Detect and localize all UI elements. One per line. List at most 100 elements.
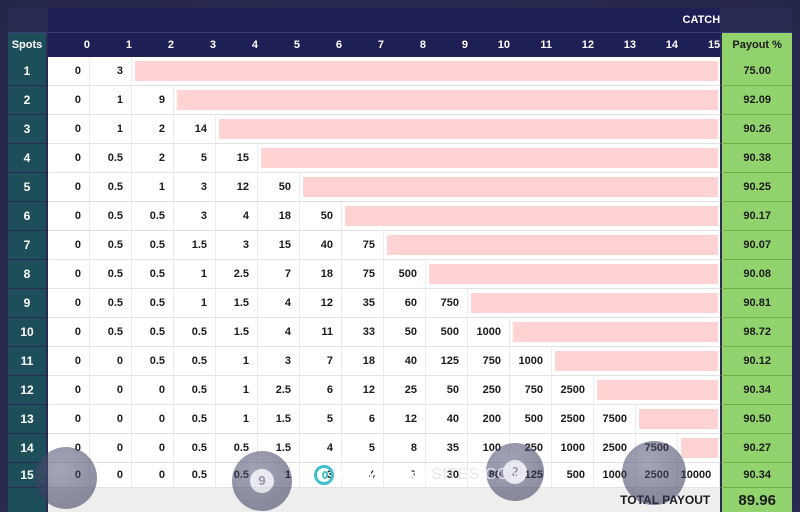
payout-value-cell: 2.5 — [216, 260, 258, 289]
payout-value-cell: 25 — [384, 376, 426, 405]
empty-range-bar — [177, 90, 719, 110]
catch-column-header: 2 — [132, 32, 174, 57]
payout-percent-cell: 90.08 — [720, 260, 793, 289]
ball-decoration — [35, 447, 97, 509]
payout-value-cell: 11 — [300, 318, 342, 347]
catch-column-header: 4 — [216, 32, 258, 57]
catch-column-header: 11 — [510, 32, 552, 57]
payout-percent-cell: 98.72 — [720, 318, 793, 347]
catch-column-header: 3 — [174, 32, 216, 57]
payout-value-cell: 750 — [510, 376, 552, 405]
payout-value-cell: 3 — [258, 347, 300, 376]
empty-range-bar — [555, 351, 719, 371]
payout-value-cell: 0.5 — [174, 405, 216, 434]
payout-percent-cell: 90.50 — [720, 405, 793, 434]
payout-value-cell: 75 — [342, 231, 384, 260]
catch-column-header: 10 — [468, 32, 510, 57]
payout-value-cell: 2 — [132, 115, 174, 144]
payout-value-cell: 0.5 — [132, 318, 174, 347]
table-row: 1 0 3 75.00 — [8, 57, 793, 86]
payout-value-cell: 1 — [174, 260, 216, 289]
empty-range-cell — [594, 376, 721, 405]
payout-header: Payout % — [720, 32, 793, 57]
payout-percent-cell: 90.07 — [720, 231, 793, 260]
payout-value-cell: 75 — [342, 260, 384, 289]
payout-value-cell: 0 — [90, 463, 132, 488]
payout-value-cell: 6 — [300, 376, 342, 405]
payout-value-cell: 0.5 — [174, 376, 216, 405]
payout-percent-cell: 90.12 — [720, 347, 793, 376]
payout-value-cell: 3 — [216, 231, 258, 260]
payout-value-cell: 3 — [90, 57, 132, 86]
empty-range-cell — [636, 405, 721, 434]
payout-percent-cell: 90.34 — [720, 376, 793, 405]
payout-value-cell: 5 — [174, 144, 216, 173]
payout-value-cell: 40 — [384, 347, 426, 376]
payout-value-cell: 2500 — [552, 376, 594, 405]
table-row: 10 0 0.5 0.5 0.5 1.5 4 11 33 50 500 1000 98.72 — [8, 318, 793, 347]
ball-decoration: 9 — [232, 451, 292, 511]
ball-decoration: 2 — [486, 443, 544, 501]
payout-value-cell: 0 — [48, 144, 90, 173]
payout-value-cell: 1.5 — [258, 405, 300, 434]
gambling-sites-logo-icon — [314, 465, 334, 485]
payout-value-cell: 35 — [342, 289, 384, 318]
payout-value-cell: 3 — [174, 173, 216, 202]
payout-value-cell: 0 — [48, 405, 90, 434]
payout-value-cell: 15 — [258, 231, 300, 260]
payout-value-cell: 40 — [300, 231, 342, 260]
payout-value-cell: 0.5 — [90, 144, 132, 173]
payout-value-cell: 12 — [216, 173, 258, 202]
payout-value-cell: 12 — [342, 376, 384, 405]
empty-range-cell — [468, 289, 721, 318]
payout-value-cell: 4 — [258, 318, 300, 347]
payout-value-cell: 9 — [132, 86, 174, 115]
empty-range-bar — [471, 293, 719, 313]
payout-value-cell: 15 — [216, 144, 258, 173]
spots-cell: 13 — [8, 405, 48, 434]
payout-value-cell: 2.5 — [258, 376, 300, 405]
spots-cell: 4 — [8, 144, 48, 173]
table-row: 8 0 0.5 0.5 1 2.5 7 18 75 500 90.08 — [8, 260, 793, 289]
spots-cell: 14 — [8, 434, 48, 463]
empty-range-cell — [258, 144, 721, 173]
payout-value-cell: 5 — [300, 405, 342, 434]
payout-value-cell: 12 — [300, 289, 342, 318]
ball-number: 9 — [250, 469, 274, 493]
table-row: 13 0 0 0 0.5 1 1.5 5 6 12 40 200 500 2500 7500 90.50 — [8, 405, 793, 434]
payout-value-cell: 0 — [48, 57, 90, 86]
empty-range-bar — [387, 235, 719, 255]
payout-value-cell: 500 — [426, 318, 468, 347]
catch-column-header: 15 — [678, 32, 721, 57]
catch-column-header: 13 — [594, 32, 636, 57]
payout-value-cell: 6 — [342, 405, 384, 434]
empty-range-cell — [342, 202, 721, 231]
spots-cell: 12 — [8, 376, 48, 405]
table-row: 5 0 0.5 1 3 12 50 90.25 — [8, 173, 793, 202]
payout-value-cell: 50 — [384, 318, 426, 347]
payout-value-cell: 0.5 — [132, 231, 174, 260]
logo-text-light: SITES.COM — [431, 466, 524, 483]
payout-value-cell: 0 — [48, 115, 90, 144]
payout-value-cell: 1 — [174, 289, 216, 318]
spots-cell: 2 — [8, 86, 48, 115]
payout-value-cell: 0.5 — [90, 318, 132, 347]
payout-value-cell: 1000 — [468, 318, 510, 347]
payout-value-cell: 0 — [48, 260, 90, 289]
spots-cell: 6 — [8, 202, 48, 231]
catch-column-header: 5 — [258, 32, 300, 57]
payout-value-cell: 33 — [342, 318, 384, 347]
payout-value-cell: 250 — [468, 376, 510, 405]
table-row: 6 0 0.5 0.5 3 4 18 50 90.17 — [8, 202, 793, 231]
table-row: 2 0 1 9 92.09 — [8, 86, 793, 115]
payout-percent-cell: 90.25 — [720, 173, 793, 202]
catch-column-header: 6 — [300, 32, 342, 57]
empty-range-bar — [261, 148, 719, 168]
ball-number: 2 — [503, 460, 527, 484]
payout-value-cell: 7500 — [594, 405, 636, 434]
payout-percent-cell: 90.34 — [720, 463, 793, 488]
payout-value-cell: 1.5 — [174, 231, 216, 260]
gambling-sites-logo[interactable]: GAMBLINGSITES.COM — [314, 463, 524, 487]
payout-value-cell: 0.5 — [90, 260, 132, 289]
payout-value-cell: 0 — [132, 434, 174, 463]
